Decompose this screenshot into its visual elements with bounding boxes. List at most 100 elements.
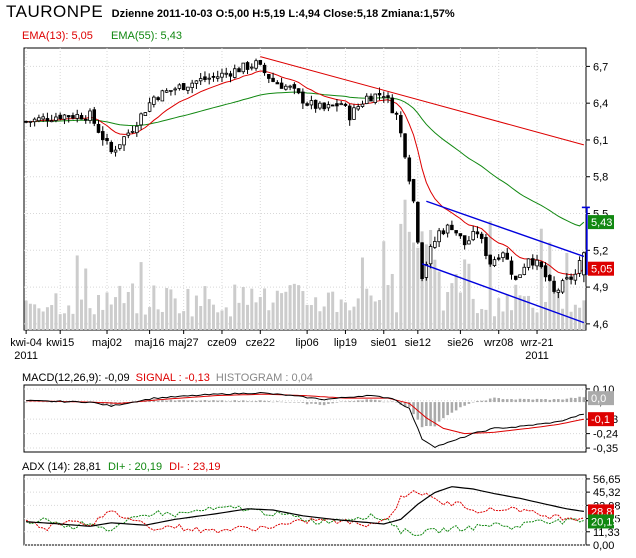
macd-histogram-bar — [518, 398, 522, 403]
macd-histogram-bar — [412, 402, 415, 415]
candle-body — [330, 104, 335, 107]
macd-histogram-bar — [484, 400, 488, 403]
candle-body — [224, 72, 228, 75]
candle-body — [450, 224, 454, 231]
candle-body — [130, 130, 135, 133]
candle-body — [118, 144, 122, 149]
volume-bar — [318, 311, 322, 330]
di-plus-line — [25, 505, 585, 536]
macd-histogram-bar — [373, 399, 377, 403]
volume-bar — [194, 295, 198, 330]
candle-body — [420, 242, 424, 280]
candle-body — [186, 86, 190, 91]
price-value-badge-label: 5,05 — [591, 264, 612, 276]
candle-body — [356, 106, 360, 110]
candle-body — [24, 120, 28, 123]
volume-bar — [433, 259, 437, 330]
macd-histogram-bar — [339, 401, 343, 403]
volume-bar — [28, 303, 32, 330]
candle-body — [437, 230, 441, 243]
candle-body — [262, 64, 267, 74]
volume-bar — [441, 310, 445, 330]
price-y-tick-label: 5,2 — [593, 245, 608, 257]
volume-bar — [241, 287, 245, 330]
volume-bar — [505, 294, 509, 330]
candle-body — [577, 260, 582, 274]
candle-body — [560, 280, 565, 293]
candle-body — [49, 120, 54, 123]
adx-y-tick-label: 0,00 — [593, 540, 614, 552]
candle-body — [352, 107, 356, 120]
candle-body — [54, 116, 58, 121]
volume-bar — [582, 300, 586, 330]
volume-bar — [480, 308, 484, 330]
macd-value-badge-label: 0,0 — [591, 393, 606, 405]
macd-histogram-bar — [510, 399, 513, 403]
volume-bar — [156, 309, 160, 330]
volume-bar — [326, 292, 330, 330]
volume-bar — [446, 292, 450, 330]
candle-body — [501, 252, 505, 259]
candle-body — [471, 231, 475, 241]
macd-histogram-bar — [190, 400, 194, 403]
macd-histogram-bar — [578, 396, 581, 403]
candle-body — [79, 115, 84, 120]
candle-body — [526, 258, 531, 268]
candle-body — [326, 104, 331, 109]
volume-bar — [288, 285, 292, 330]
macd-histogram-bar — [501, 399, 505, 403]
macd-histogram-bar — [301, 402, 305, 403]
macd-histogram-bar — [574, 397, 577, 403]
adx-value-badge-label: 20,19 — [591, 516, 619, 528]
volume-bar — [475, 313, 479, 330]
candle-body — [318, 102, 322, 109]
volume-bar — [24, 300, 28, 330]
volume-bar — [424, 244, 428, 330]
volume-bar — [454, 273, 458, 330]
candle-body — [122, 136, 126, 146]
di-plus-legend-label: DI+ : 20,19 — [107, 461, 163, 473]
macd-signal-line — [26, 393, 584, 435]
volume-bar — [122, 303, 126, 330]
volume-bar — [492, 316, 496, 330]
candle-body — [215, 76, 220, 79]
volume-bar — [356, 298, 360, 330]
volume-bar — [297, 285, 301, 330]
volume-bar — [207, 299, 211, 330]
volume-bar — [152, 285, 156, 330]
histogram-legend-label: HISTOGRAM : 0,04 — [215, 372, 313, 384]
volume-bar — [331, 291, 335, 330]
volume-bar — [369, 295, 373, 330]
macd-histogram-bar — [425, 402, 428, 426]
candle-body — [37, 117, 41, 122]
volume-bar — [37, 308, 41, 330]
macd-histogram-bar — [437, 402, 441, 422]
macd-y-tick-label: -0,24 — [593, 429, 618, 441]
macd-histogram-bar — [531, 399, 535, 403]
candle-body — [113, 149, 118, 153]
candle-body — [92, 109, 97, 124]
macd-histogram-bar — [493, 397, 496, 403]
volume-bar — [118, 285, 122, 330]
volume-bar — [382, 241, 386, 330]
chart-header: TAURONPE Dzienne 2011-10-03 O:5,00 H:5,1… — [6, 2, 455, 22]
macd-histogram-bar — [497, 398, 500, 403]
x-tick-label: lip19 — [334, 337, 357, 349]
candle-body — [83, 118, 88, 121]
volume-bar — [429, 229, 433, 330]
candle-body — [522, 266, 527, 275]
candle-body — [177, 84, 182, 89]
candle-body — [173, 88, 177, 91]
volume-bar — [67, 305, 71, 330]
candle-body — [245, 62, 250, 70]
x-tick-label: wrz-21 — [520, 337, 554, 349]
macd-histogram-bar — [118, 402, 122, 404]
price-y-tick-label: 4,6 — [593, 319, 608, 331]
candle-body — [322, 102, 326, 110]
candle-body — [458, 233, 463, 237]
candle-body — [343, 103, 348, 106]
macd-legend: MACD(12,26,9): -0,09 SIGNAL : -0,13 HIST… — [22, 372, 313, 384]
macd-histogram-bar — [220, 400, 224, 403]
volume-bar — [267, 310, 271, 330]
volume-bar — [450, 283, 454, 330]
